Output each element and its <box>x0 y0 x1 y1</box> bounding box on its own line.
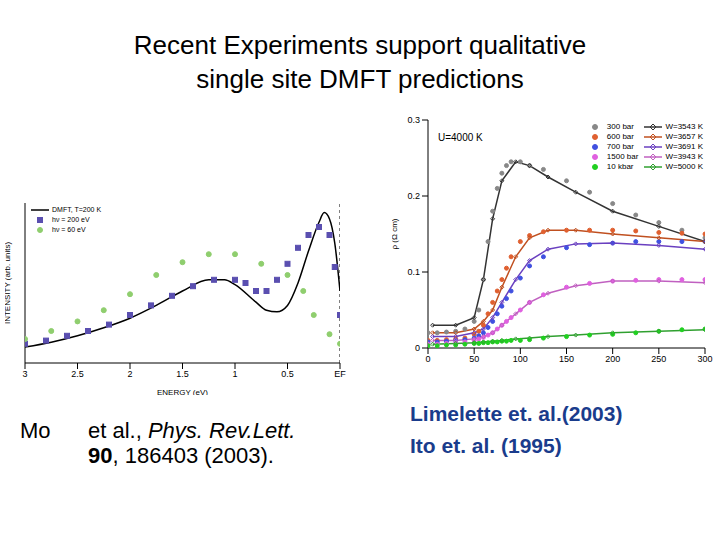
svg-text:2.5: 2.5 <box>71 369 84 379</box>
svg-text:150: 150 <box>559 354 574 364</box>
html-text:Mo: Mo <box>20 418 51 443</box>
svg-text:3: 3 <box>22 369 27 379</box>
svg-text:ENERGY (eV): ENERGY (eV) <box>157 388 208 395</box>
html-text:DMFT, T=200 K: DMFT, T=200 K <box>52 206 102 213</box>
html-text:hν = 60 eV: hν = 60 eV <box>52 226 86 234</box>
html-text:W=5000 K: W=5000 K <box>665 162 703 172</box>
html-text:Ito et. al. (1995): Ito et. al. (1995) <box>410 434 562 457</box>
svg-text:0.1: 0.1 <box>407 267 420 277</box>
svg-text:INTENSITY (arb. units): INTENSITY (arb. units) <box>8 242 12 324</box>
html-text:W=3943 K: W=3943 K <box>665 152 703 162</box>
html-text:10 kbar: 10 kbar <box>606 162 634 172</box>
svg-text:1: 1 <box>232 369 237 379</box>
html-text:W=3691 K: W=3691 K <box>665 142 703 152</box>
html-text:W=3657 K: W=3657 K <box>665 132 703 142</box>
html-text:300 bar: 300 bar <box>606 122 634 132</box>
svg-text:EF: EF <box>334 369 346 379</box>
svg-text:2: 2 <box>127 369 132 379</box>
svg-text:0: 0 <box>425 354 430 364</box>
svg-text:100: 100 <box>513 354 528 364</box>
svg-text:50: 50 <box>469 354 479 364</box>
html-text:700 bar: 700 bar <box>606 142 634 152</box>
html-text:600 bar: 600 bar <box>606 132 634 142</box>
html-text:Limelette et. al.(2003): Limelette et. al.(2003) <box>410 402 623 425</box>
html-text:hν = 200 eV: hν = 200 eV <box>52 216 90 224</box>
html-text:et al., Phys. Rev.Lett.: et al., Phys. Rev.Lett. <box>88 418 296 443</box>
svg-text:300: 300 <box>697 354 712 364</box>
svg-text:0.2: 0.2 <box>407 191 420 201</box>
svg-text:0: 0 <box>415 343 420 353</box>
svg-text:250: 250 <box>651 354 666 364</box>
svg-text:0.3: 0.3 <box>407 115 420 125</box>
html-text:1500 bar: 1500 bar <box>606 152 639 162</box>
svg-text:200: 200 <box>605 354 620 364</box>
html-text:U=4000 K: U=4000 K <box>438 132 483 143</box>
svg-text:1.5: 1.5 <box>176 369 189 379</box>
svg-text:0.5: 0.5 <box>281 369 294 379</box>
html-text:W=3543 K: W=3543 K <box>665 122 703 132</box>
svg-text:ρ (Ω cm): ρ (Ω cm) <box>392 218 399 249</box>
html-text:Recent Experiments support qua: Recent Experiments support qualitative s… <box>133 30 587 94</box>
html-text:90, 186403 (2003).: 90, 186403 (2003). <box>88 443 274 468</box>
